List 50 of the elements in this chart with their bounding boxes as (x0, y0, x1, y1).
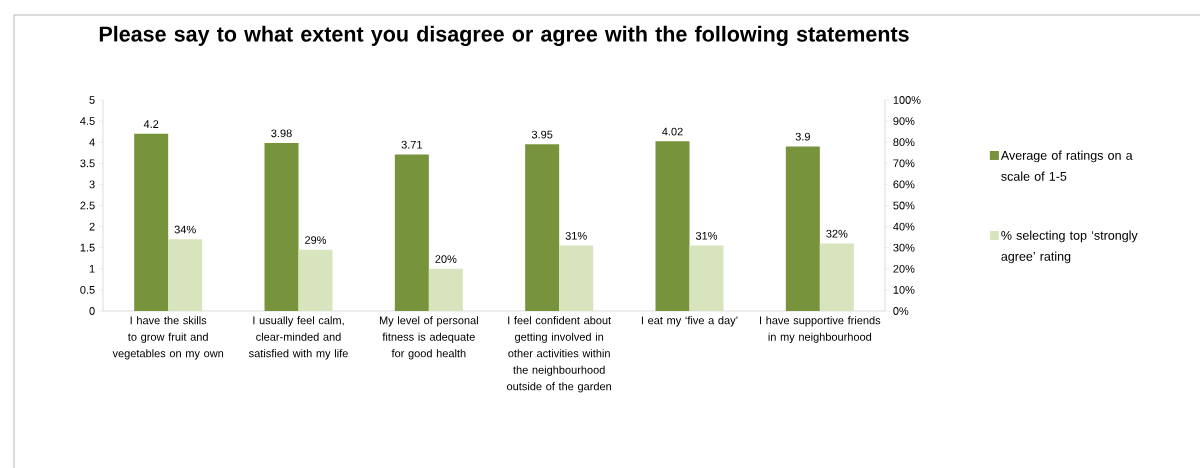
y-tick-label: 4.5 (80, 117, 95, 125)
x-tick-label: I have the skills to grow fruit and vegetables on my own (112, 316, 224, 360)
y2-tick-label: 80% (893, 138, 915, 147)
data-label: 3.71 (401, 140, 423, 149)
data-label: 3.95 (531, 130, 553, 139)
bar (394, 154, 429, 311)
y2-tick-label: 100% (893, 96, 921, 104)
y-tick-label: 5 (89, 96, 95, 104)
y-tick-label: 1 (89, 265, 95, 273)
data-label: 31% (695, 231, 718, 240)
chart-title: Please say to what extent you disagree or agree with the following statements (99, 25, 909, 46)
x-tick-label: I usually feel calm, clear-minded and satisfied with my life (249, 316, 348, 360)
bar (264, 143, 299, 311)
x-tick-label: My level of personal fitness is adequate for good health (379, 316, 478, 360)
y-tick-label: 0.5 (80, 286, 95, 294)
bar (134, 133, 169, 311)
y-tick-label: 4 (89, 138, 95, 146)
y2-tick-label: 30% (893, 243, 915, 252)
data-label: 4.2 (143, 120, 159, 128)
bar (525, 144, 560, 311)
y2-tick-label: 60% (893, 180, 915, 189)
x-tick-label: I feel confident about getting involved in other activities within the neighbourhood outside of the garden (507, 316, 612, 393)
data-label: 3.98 (271, 129, 292, 138)
bar (428, 268, 463, 311)
data-label: 4.02 (662, 127, 683, 136)
y2-tick-label: 20% (893, 264, 915, 273)
bar (655, 141, 690, 311)
y2-tick-label: 10% (893, 286, 915, 294)
legend-label: Average of ratings on a scale of 1-5 (1000, 150, 1133, 181)
legend-label: % selecting top ‘strongly agree’ rating (1001, 230, 1138, 264)
x-tick-label: I have supportive friends in my neighbourhood (760, 316, 881, 343)
y-tick-label: 2.5 (80, 201, 95, 210)
y-tick-label: 3 (89, 180, 95, 189)
y2-tick-label: 50% (893, 201, 915, 210)
data-label: 32% (826, 229, 848, 238)
data-label: 29% (305, 236, 327, 244)
y2-tick-label: 0% (893, 307, 909, 315)
data-label: 34% (174, 225, 196, 234)
bar (785, 146, 820, 311)
y2-tick-label: 40% (893, 222, 915, 231)
y2-tick-label: 70% (893, 159, 915, 168)
y-tick-label: 2 (89, 222, 95, 231)
y-tick-label: 1.5 (80, 243, 95, 252)
data-label: 31% (565, 231, 587, 240)
y-tick-label: 0 (89, 307, 95, 315)
y2-tick-label: 90% (893, 117, 915, 125)
y-tick-label: 3.5 (80, 159, 95, 168)
x-tick-label: I eat my ‘five a day’ (641, 316, 738, 327)
data-label: 3.9 (795, 132, 810, 141)
data-label: 20% (435, 255, 457, 263)
